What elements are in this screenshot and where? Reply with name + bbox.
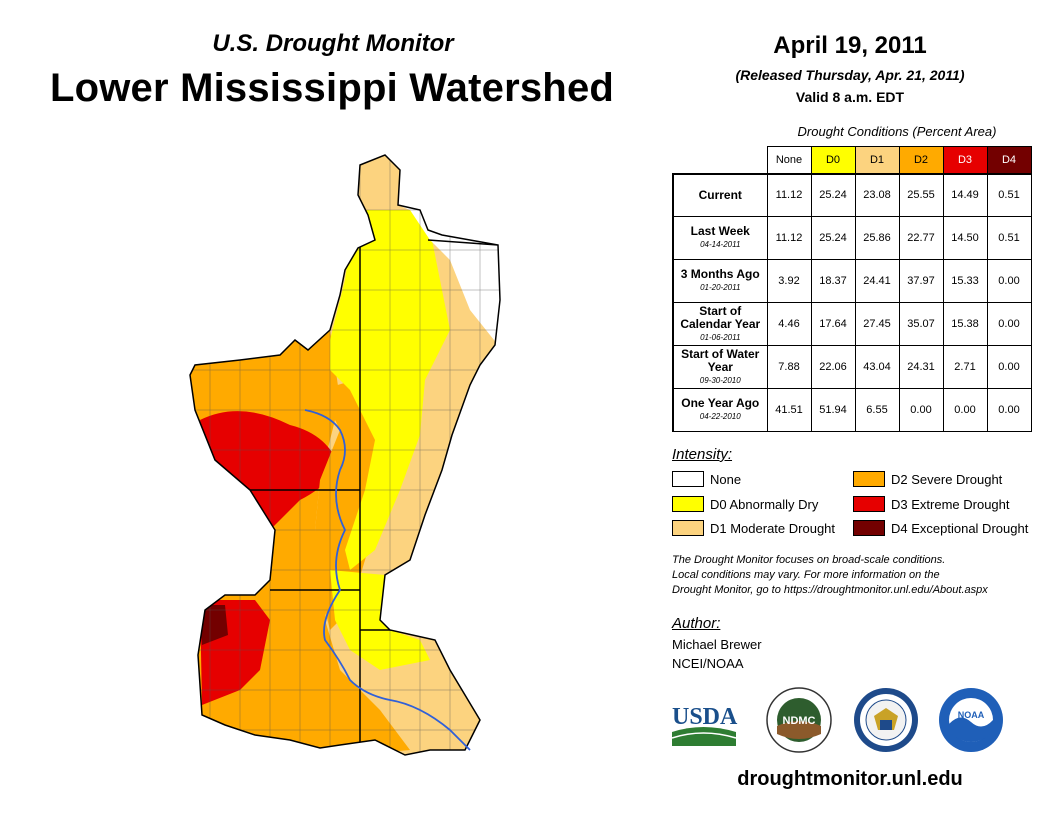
mississippi-river: [304, 409, 471, 751]
cell-value: 0.00: [986, 345, 1032, 389]
table-header-row: None D0 D1 D2 D3 D4: [673, 146, 1032, 174]
cell-value: 0.51: [986, 172, 1032, 217]
cell-value: 23.08: [854, 172, 900, 217]
watershed-drought-map: [189, 154, 501, 756]
map-subtitle: U.S. Drought Monitor: [212, 30, 454, 57]
legend-item-d0: D0 Abnormally Dry: [672, 496, 818, 512]
legend-swatch-d2: [853, 471, 885, 487]
legend-swatch-d3: [853, 496, 885, 512]
cell-value: 0.51: [986, 216, 1032, 260]
cell-value: 6.55: [854, 388, 900, 432]
table-row: Current 11.12 25.24 23.08 25.55 14.49 0.…: [672, 172, 1032, 217]
cell-value: 14.50: [942, 216, 988, 260]
valid-time: Valid 8 a.m. EDT: [795, 89, 905, 105]
legend-swatch-d4: [853, 520, 885, 536]
cell-value: 35.07: [898, 302, 944, 346]
row-date: 01-06-2011: [700, 332, 741, 342]
legend-swatch-d0: [672, 496, 704, 512]
cell-value: 4.46: [766, 302, 812, 346]
author-org: NCEI/NOAA: [672, 656, 744, 671]
table-title: Drought Conditions (Percent Area): [797, 124, 997, 139]
cell-value: 7.88: [766, 345, 812, 389]
svg-text:NDMC: NDMC: [783, 715, 816, 727]
legend-item-none: None: [672, 471, 741, 487]
cell-value: 24.31: [898, 345, 944, 389]
row-date: 04-14-2011: [700, 240, 741, 249]
map-title: Lower Mississippi Watershed: [49, 66, 615, 110]
cell-value: 27.45: [854, 302, 900, 346]
table-row: Start of Water Year 09-30-2010 7.88 22.06…: [672, 345, 1032, 389]
legend-item-d2: D2 Severe Drought: [853, 471, 1002, 487]
cell-value: 15.38: [942, 302, 988, 346]
cell-value: 0.00: [898, 388, 944, 432]
cell-value: 0.00: [986, 388, 1032, 432]
cell-value: 11.12: [766, 216, 812, 260]
release-date: (Released Thursday, Apr. 21, 2011): [735, 67, 965, 83]
col-header-d1: D1: [854, 146, 900, 174]
cell-value: 24.41: [854, 259, 900, 303]
cell-value: 3.92: [766, 259, 812, 303]
cell-value: 41.51: [766, 388, 812, 432]
cell-value: 18.37: [810, 259, 856, 303]
cell-value: 25.24: [810, 172, 856, 217]
col-header-d3: D3: [942, 146, 988, 174]
cell-value: 51.94: [810, 388, 856, 432]
map-date: April 19, 2011: [773, 32, 927, 59]
cell-value: 15.33: [942, 259, 988, 303]
table-row: Start of Calendar Year 01-06-2011 4.46 17…: [672, 302, 1032, 346]
legend-item-d3: D3 Extreme Drought: [853, 496, 1010, 512]
col-header-d2: D2: [898, 146, 944, 174]
svg-text:USDA: USDA: [672, 704, 738, 730]
cell-value: 14.49: [942, 172, 988, 217]
author-name: Michael Brewer: [672, 637, 762, 652]
row-date: 04-22-2010: [699, 412, 741, 421]
cell-value: 11.12: [766, 172, 812, 217]
row-label: Start of Calendar Year 01-06-2011: [672, 302, 768, 346]
ndmc-logo-icon: NDMC: [766, 687, 832, 753]
usda-logo-icon: USDA: [671, 704, 738, 746]
row-label: Current: [672, 172, 768, 217]
legend-item-d1: D1 Moderate Drought: [672, 520, 835, 536]
cell-value: 0.00: [986, 259, 1032, 303]
legend-title: Intensity:: [672, 446, 733, 463]
cell-value: 25.86: [854, 216, 900, 260]
legend-item-d4: D4 Exceptional Drought: [853, 520, 1028, 536]
cell-value: 2.71: [942, 345, 988, 389]
table-row: 3 Months Ago 01-20-2011 3.92 18.37 24.41 …: [672, 259, 1032, 303]
row-label: Last Week 04-14-2011: [672, 216, 768, 260]
row-date: 09-30-2010: [699, 375, 741, 385]
commerce-seal-icon: [854, 688, 918, 752]
state-borders: [190, 239, 499, 755]
zone-d4: [200, 605, 228, 645]
drought-zones: [190, 155, 500, 755]
cell-value: 37.97: [898, 259, 944, 303]
drought-conditions-table: None D0 D1 D2 D3 D4 Current 11.12 25.24 …: [672, 146, 1032, 432]
legend-swatch-none: [672, 471, 704, 487]
disclaimer-note: The Drought Monitor focuses on broad-sca…: [672, 554, 988, 596]
table-row: Last Week 04-14-2011 11.12 25.24 25.86 22…: [672, 216, 1032, 260]
website-url: droughtmonitor.unl.edu: [737, 768, 963, 790]
author-heading: Author:: [672, 615, 721, 632]
watershed-outline: [189, 154, 501, 756]
cell-value: 0.00: [986, 302, 1032, 346]
legend-swatch-d1: [672, 520, 704, 536]
agency-logos: USDA NDMC NOAA: [671, 687, 1003, 753]
row-label: 3 Months Ago 01-20-2011: [672, 259, 768, 303]
table-row: One Year Ago 04-22-2010 41.51 51.94 6.55 …: [672, 388, 1032, 432]
row-label: Start of Water Year 09-30-2010: [672, 345, 768, 389]
row-label: One Year Ago 04-22-2010: [672, 388, 768, 432]
cell-value: 43.04: [854, 345, 900, 389]
cell-value: 25.55: [898, 172, 944, 217]
noaa-logo-icon: NOAA: [939, 688, 1003, 752]
svg-text:NOAA: NOAA: [958, 710, 985, 720]
cell-value: 22.06: [810, 345, 856, 389]
cell-value: 17.64: [810, 302, 856, 346]
col-header-none: None: [766, 146, 812, 174]
cell-value: 22.77: [898, 216, 944, 260]
cell-value: 25.24: [810, 216, 856, 260]
col-header-d4: D4: [986, 146, 1032, 174]
col-header-d0: D0: [810, 146, 856, 174]
row-date: 01-20-2011: [700, 283, 741, 292]
cell-value: 0.00: [942, 388, 988, 432]
